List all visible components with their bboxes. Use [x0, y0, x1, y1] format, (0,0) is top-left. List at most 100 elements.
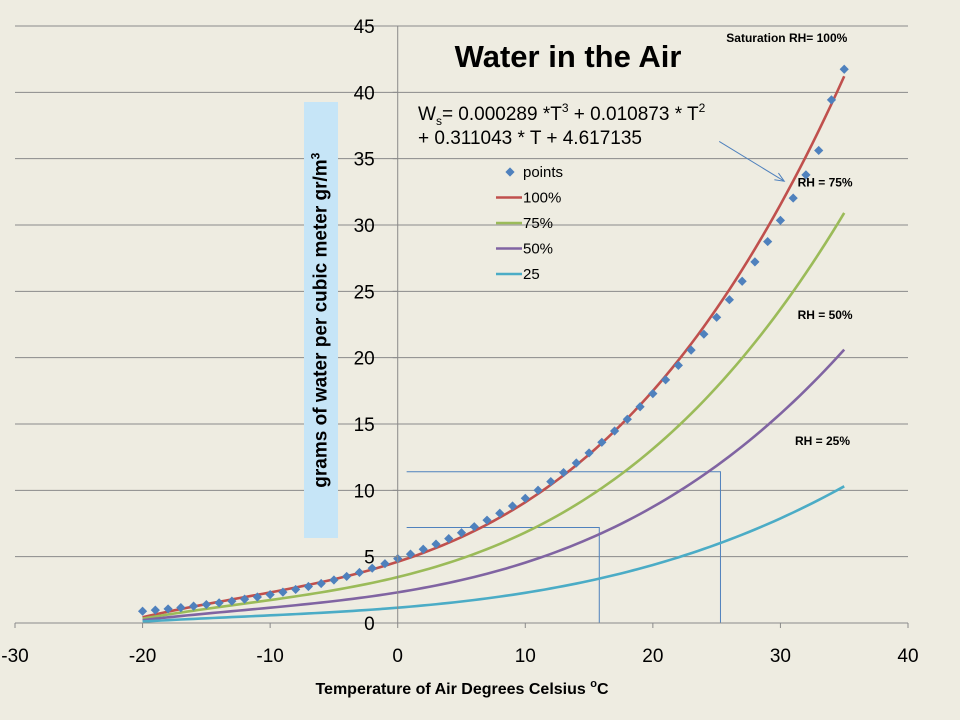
x-axis-title: Temperature of Air Degrees Celsius oC	[315, 678, 609, 698]
series-group	[142, 75, 846, 623]
y-axis-title-sup: 3	[308, 152, 323, 160]
data-point	[724, 295, 734, 305]
data-point	[201, 599, 211, 610]
data-point	[265, 590, 275, 600]
legend-marker-points	[505, 167, 515, 177]
data-point	[839, 64, 849, 74]
data-point	[431, 539, 441, 549]
data-point	[214, 598, 224, 608]
data-point	[163, 604, 173, 614]
formula-part-b: + 0.010873 * T	[569, 104, 700, 125]
x-tick-labels: -30 -20 -10 0 10 20 30 40	[1, 646, 918, 667]
data-point	[801, 170, 811, 180]
y-tick-label: 35	[354, 150, 375, 171]
data-point	[584, 448, 594, 458]
data-point	[712, 312, 722, 322]
y-axis-title-text: grams of water per cubic meter gr/m	[311, 159, 333, 488]
y-tick-label: 5	[364, 548, 375, 569]
axes	[14, 25, 909, 628]
formula-sup-a: 3	[562, 101, 569, 115]
x-tick-label: -20	[129, 646, 156, 667]
data-point	[291, 584, 301, 595]
x-tick-label: 30	[770, 646, 791, 667]
data-point	[240, 594, 250, 604]
data-point	[252, 592, 262, 602]
x-axis-degree: o	[590, 678, 597, 690]
data-point	[775, 215, 786, 225]
points-group	[137, 64, 849, 616]
legend-label: points	[523, 164, 563, 181]
y-axis-title-box: grams of water per cubic meter gr/m3	[304, 102, 338, 538]
data-point	[507, 501, 518, 511]
data-point	[558, 467, 569, 478]
data-point	[571, 458, 581, 468]
data-point	[278, 587, 288, 597]
data-point	[176, 603, 186, 613]
data-point	[469, 522, 479, 532]
x-tick-label: 0	[392, 646, 403, 667]
x-axis-unit: C	[597, 681, 609, 698]
y-tick-label: 40	[354, 83, 375, 104]
data-point	[788, 193, 798, 203]
formula-arrow-head	[774, 172, 786, 182]
legend-label: 50%	[523, 241, 553, 258]
data-point	[405, 549, 416, 559]
data-point	[342, 571, 352, 582]
chart-title: Water in the Air	[455, 39, 682, 74]
data-point	[189, 601, 199, 611]
data-point	[635, 402, 645, 412]
data-point	[303, 581, 314, 592]
data-point	[329, 575, 339, 585]
data-point	[686, 345, 696, 355]
series-line-100pct	[142, 75, 846, 619]
formula-arrow	[718, 140, 785, 182]
series-line-25	[142, 485, 845, 623]
series-line-50pct	[142, 348, 846, 622]
y-tick-label: 10	[354, 481, 375, 502]
formula-sup-b: 2	[699, 101, 706, 115]
data-point	[520, 493, 530, 503]
y-tick-label: 20	[354, 349, 375, 370]
data-point	[495, 508, 505, 518]
data-point	[533, 485, 543, 495]
annotation-label: RH = 75%	[798, 176, 853, 190]
data-point	[456, 528, 467, 538]
x-tick-label: 10	[515, 646, 536, 667]
data-point	[750, 257, 760, 267]
x-axis-title-text: Temperature of Air Degrees Celsius	[315, 681, 590, 698]
data-point	[150, 605, 160, 615]
legend: points 100% 75% 50% 25	[496, 164, 563, 283]
data-point	[699, 329, 709, 339]
gridlines	[15, 25, 908, 558]
legend-label: 100%	[523, 190, 561, 207]
data-point	[763, 236, 773, 247]
data-point	[367, 563, 377, 573]
x-tick-label: 40	[897, 646, 918, 667]
legend-label: 75%	[523, 215, 553, 232]
data-point	[737, 276, 747, 286]
data-point	[814, 145, 824, 156]
data-point	[227, 596, 237, 606]
y-axis-title: grams of water per cubic meter gr/m3	[309, 152, 333, 487]
annotation-label: RH = 50%	[798, 308, 853, 322]
reference-line	[406, 471, 721, 623]
x-tick-label: 20	[642, 646, 663, 667]
data-point	[609, 426, 620, 436]
x-tick-label: -30	[1, 646, 28, 667]
data-point	[546, 476, 556, 487]
formula-line-2: + 0.311043 * T + 4.617135	[418, 128, 642, 149]
data-point	[137, 606, 148, 616]
x-tick-label: -10	[256, 646, 283, 667]
y-tick-label: 30	[354, 216, 375, 237]
data-point	[418, 544, 428, 554]
data-point	[380, 559, 390, 569]
formula-ws-sub: s	[436, 114, 442, 128]
data-point	[444, 534, 454, 544]
y-tick-label: 45	[354, 17, 375, 38]
data-point	[826, 95, 837, 105]
annotation-label: Saturation RH= 100%	[726, 31, 847, 45]
data-point	[597, 437, 607, 447]
series-line-75pct	[142, 212, 846, 620]
y-tick-labels: 0 5 10 15 20 25 30 35 40 45	[354, 17, 375, 635]
